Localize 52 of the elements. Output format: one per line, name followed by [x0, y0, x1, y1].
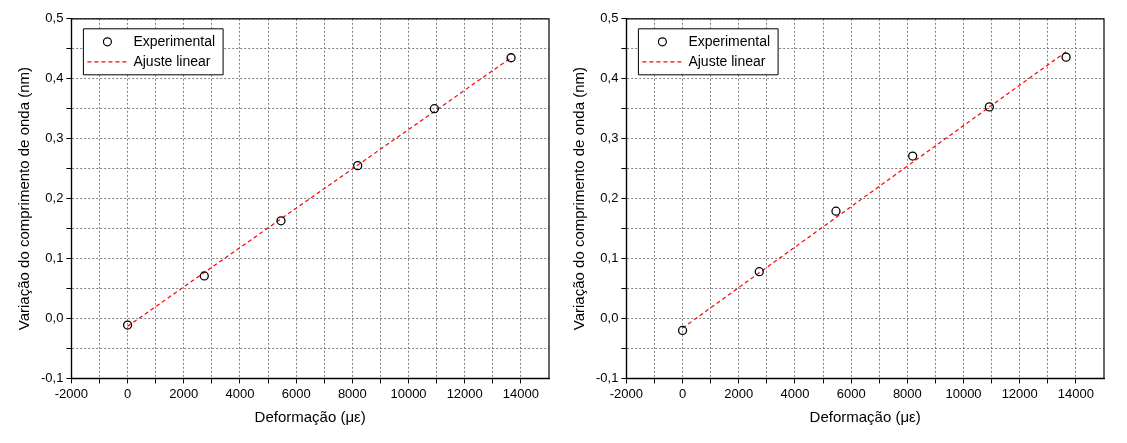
x-tick-label: 10000 — [390, 385, 427, 401]
y-tick-label: -0,1 — [595, 369, 619, 385]
y-tick-label: 0,5 — [600, 10, 619, 26]
y-axis-title: Variação do comprimento de onda (nm) — [570, 67, 588, 331]
x-tick-label: 12000 — [1001, 385, 1038, 401]
x-tick-label: 2000 — [724, 385, 754, 401]
legend-label: Experimental — [133, 32, 216, 49]
y-tick-label: 0,2 — [45, 190, 64, 206]
point — [122, 320, 133, 330]
y-tick-label: 0,1 — [600, 250, 619, 266]
x-tick-label: -2000 — [54, 385, 89, 401]
y-tick-label: 0,3 — [45, 130, 64, 146]
y-tick-label: 0,2 — [600, 190, 619, 206]
point — [984, 102, 995, 112]
y-tick-label: 0,1 — [45, 250, 64, 266]
x-tick-label: 4000 — [780, 385, 810, 401]
x-tick-label: 0 — [123, 385, 132, 401]
x-tick-label: 4000 — [225, 385, 255, 401]
point — [677, 325, 688, 336]
x-tick-label: 12000 — [446, 385, 483, 401]
x-tick-label: 8000 — [337, 385, 367, 401]
x-tick-label: 10000 — [945, 385, 982, 401]
x-tick-label: 6000 — [836, 385, 866, 401]
x-axis-title: Deformação (με) — [809, 408, 921, 426]
point — [908, 151, 918, 161]
x-tick-label: 14000 — [502, 385, 539, 401]
y-tick-label: 0,0 — [600, 310, 619, 326]
y-tick-label: 0,3 — [600, 130, 619, 146]
x-tick-label: 14000 — [1057, 385, 1094, 401]
legend-label: Ajuste linear — [688, 52, 766, 69]
point — [276, 216, 286, 226]
point — [831, 206, 841, 216]
x-tick-label: 6000 — [281, 385, 311, 401]
y-tick-label: 0,5 — [45, 10, 64, 26]
point — [429, 104, 440, 114]
legend-label: Experimental — [688, 32, 771, 49]
x-tick-label: 0 — [678, 385, 687, 401]
x-tick-label: 2000 — [169, 385, 199, 401]
x-tick-label: -2000 — [609, 385, 644, 401]
point — [199, 271, 209, 281]
y-tick-label: 0,4 — [600, 70, 619, 86]
point — [1061, 52, 1071, 62]
x-axis-title: Deformação (με) — [254, 408, 366, 426]
y-tick-label: 0,0 — [45, 310, 64, 326]
point — [754, 267, 764, 277]
y-tick-label: 0,4 — [45, 70, 64, 86]
point — [506, 53, 516, 63]
y-tick-label: -0,1 — [40, 369, 64, 385]
point — [353, 160, 363, 171]
y-axis-title: Variação do comprimento de onda (nm) — [15, 67, 33, 331]
x-tick-label: 8000 — [892, 385, 922, 401]
legend-label: Ajuste linear — [133, 52, 211, 69]
